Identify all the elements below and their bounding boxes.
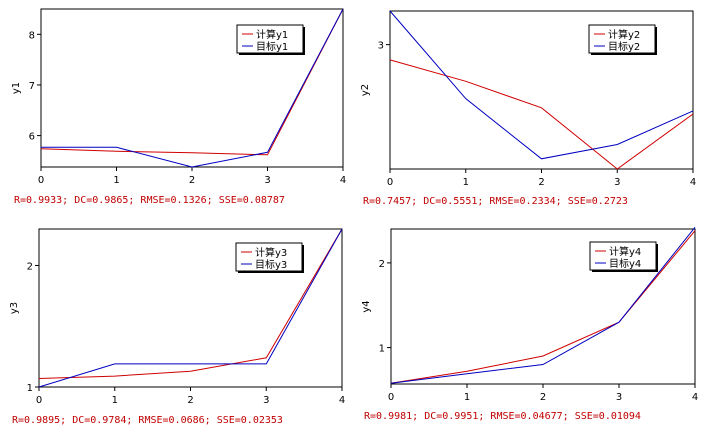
x-tick-label: 4 — [692, 392, 698, 403]
fit-statistics: R=0.9981; DC=0.9951; RMSE=0.04677; SSE=0… — [364, 411, 641, 422]
x-tick-label: 1 — [464, 392, 470, 403]
legend-box — [235, 242, 303, 272]
x-tick-label: 3 — [263, 395, 269, 406]
legend-box — [236, 24, 304, 54]
y-tick-label: 6 — [29, 132, 35, 143]
series-line-computed — [40, 8, 344, 156]
y-tick-label: 3 — [378, 41, 384, 52]
x-tick-label: 3 — [264, 175, 270, 186]
series-line-computed — [38, 228, 343, 379]
series-line-target — [390, 226, 696, 384]
series-line-target — [38, 228, 343, 388]
y-axis-label: y1 — [11, 82, 22, 94]
x-tick-label: 3 — [614, 177, 620, 188]
legend-box — [589, 241, 657, 271]
x-tick-label: 4 — [340, 175, 346, 186]
legend-entry: 目标y2 — [608, 41, 640, 53]
legend-entry: 计算y4 — [609, 245, 641, 258]
legend-entry: 目标y4 — [609, 258, 641, 270]
y-tick-label: 2 — [27, 261, 33, 272]
fit-statistics: R=0.9895; DC=0.9784; RMSE=0.0686; SSE=0.… — [12, 415, 283, 426]
legend-entry: 计算y1 — [256, 28, 288, 41]
y-axis-label: y4 — [361, 300, 372, 312]
y-axis-label: y2 — [360, 84, 371, 96]
legend-entry: 目标y1 — [256, 41, 288, 53]
legend-entry: 计算y2 — [608, 28, 640, 41]
series-line-target — [41, 8, 344, 168]
y-tick-label: 8 — [29, 30, 35, 41]
x-tick-label: 0 — [387, 177, 393, 188]
x-tick-label: 2 — [189, 175, 195, 186]
y-tick-label: 7 — [29, 81, 35, 92]
legend-entry: 计算y3 — [255, 246, 287, 259]
x-tick-label: 2 — [538, 177, 544, 188]
x-tick-label: 3 — [616, 392, 622, 403]
x-tick-label: 1 — [113, 175, 119, 186]
y-axis-label: y3 — [9, 302, 20, 314]
series-line-computed — [390, 230, 696, 384]
y-tick-label: 2 — [379, 259, 385, 270]
x-tick-label: 1 — [463, 177, 469, 188]
x-tick-label: 2 — [540, 392, 546, 403]
legend-entry: 目标y3 — [255, 259, 287, 271]
series-line-target — [389, 10, 694, 160]
y-tick-label: 1 — [379, 344, 385, 355]
x-tick-label: 0 — [36, 395, 42, 406]
y-tick-label: 1 — [27, 383, 33, 394]
x-tick-label: 4 — [339, 395, 345, 406]
x-tick-label: 0 — [388, 392, 394, 403]
legend-box — [588, 24, 656, 54]
x-tick-label: 2 — [187, 395, 193, 406]
x-tick-label: 0 — [38, 175, 44, 186]
fit-statistics: R=0.9933; DC=0.9865; RMSE=0.1326; SSE=0.… — [14, 195, 285, 206]
fit-statistics: R=0.7457; DC=0.5551; RMSE=0.2334; SSE=0.… — [363, 196, 628, 207]
series-line-computed — [389, 59, 694, 170]
x-tick-label: 1 — [112, 395, 118, 406]
x-tick-label: 4 — [690, 177, 696, 188]
